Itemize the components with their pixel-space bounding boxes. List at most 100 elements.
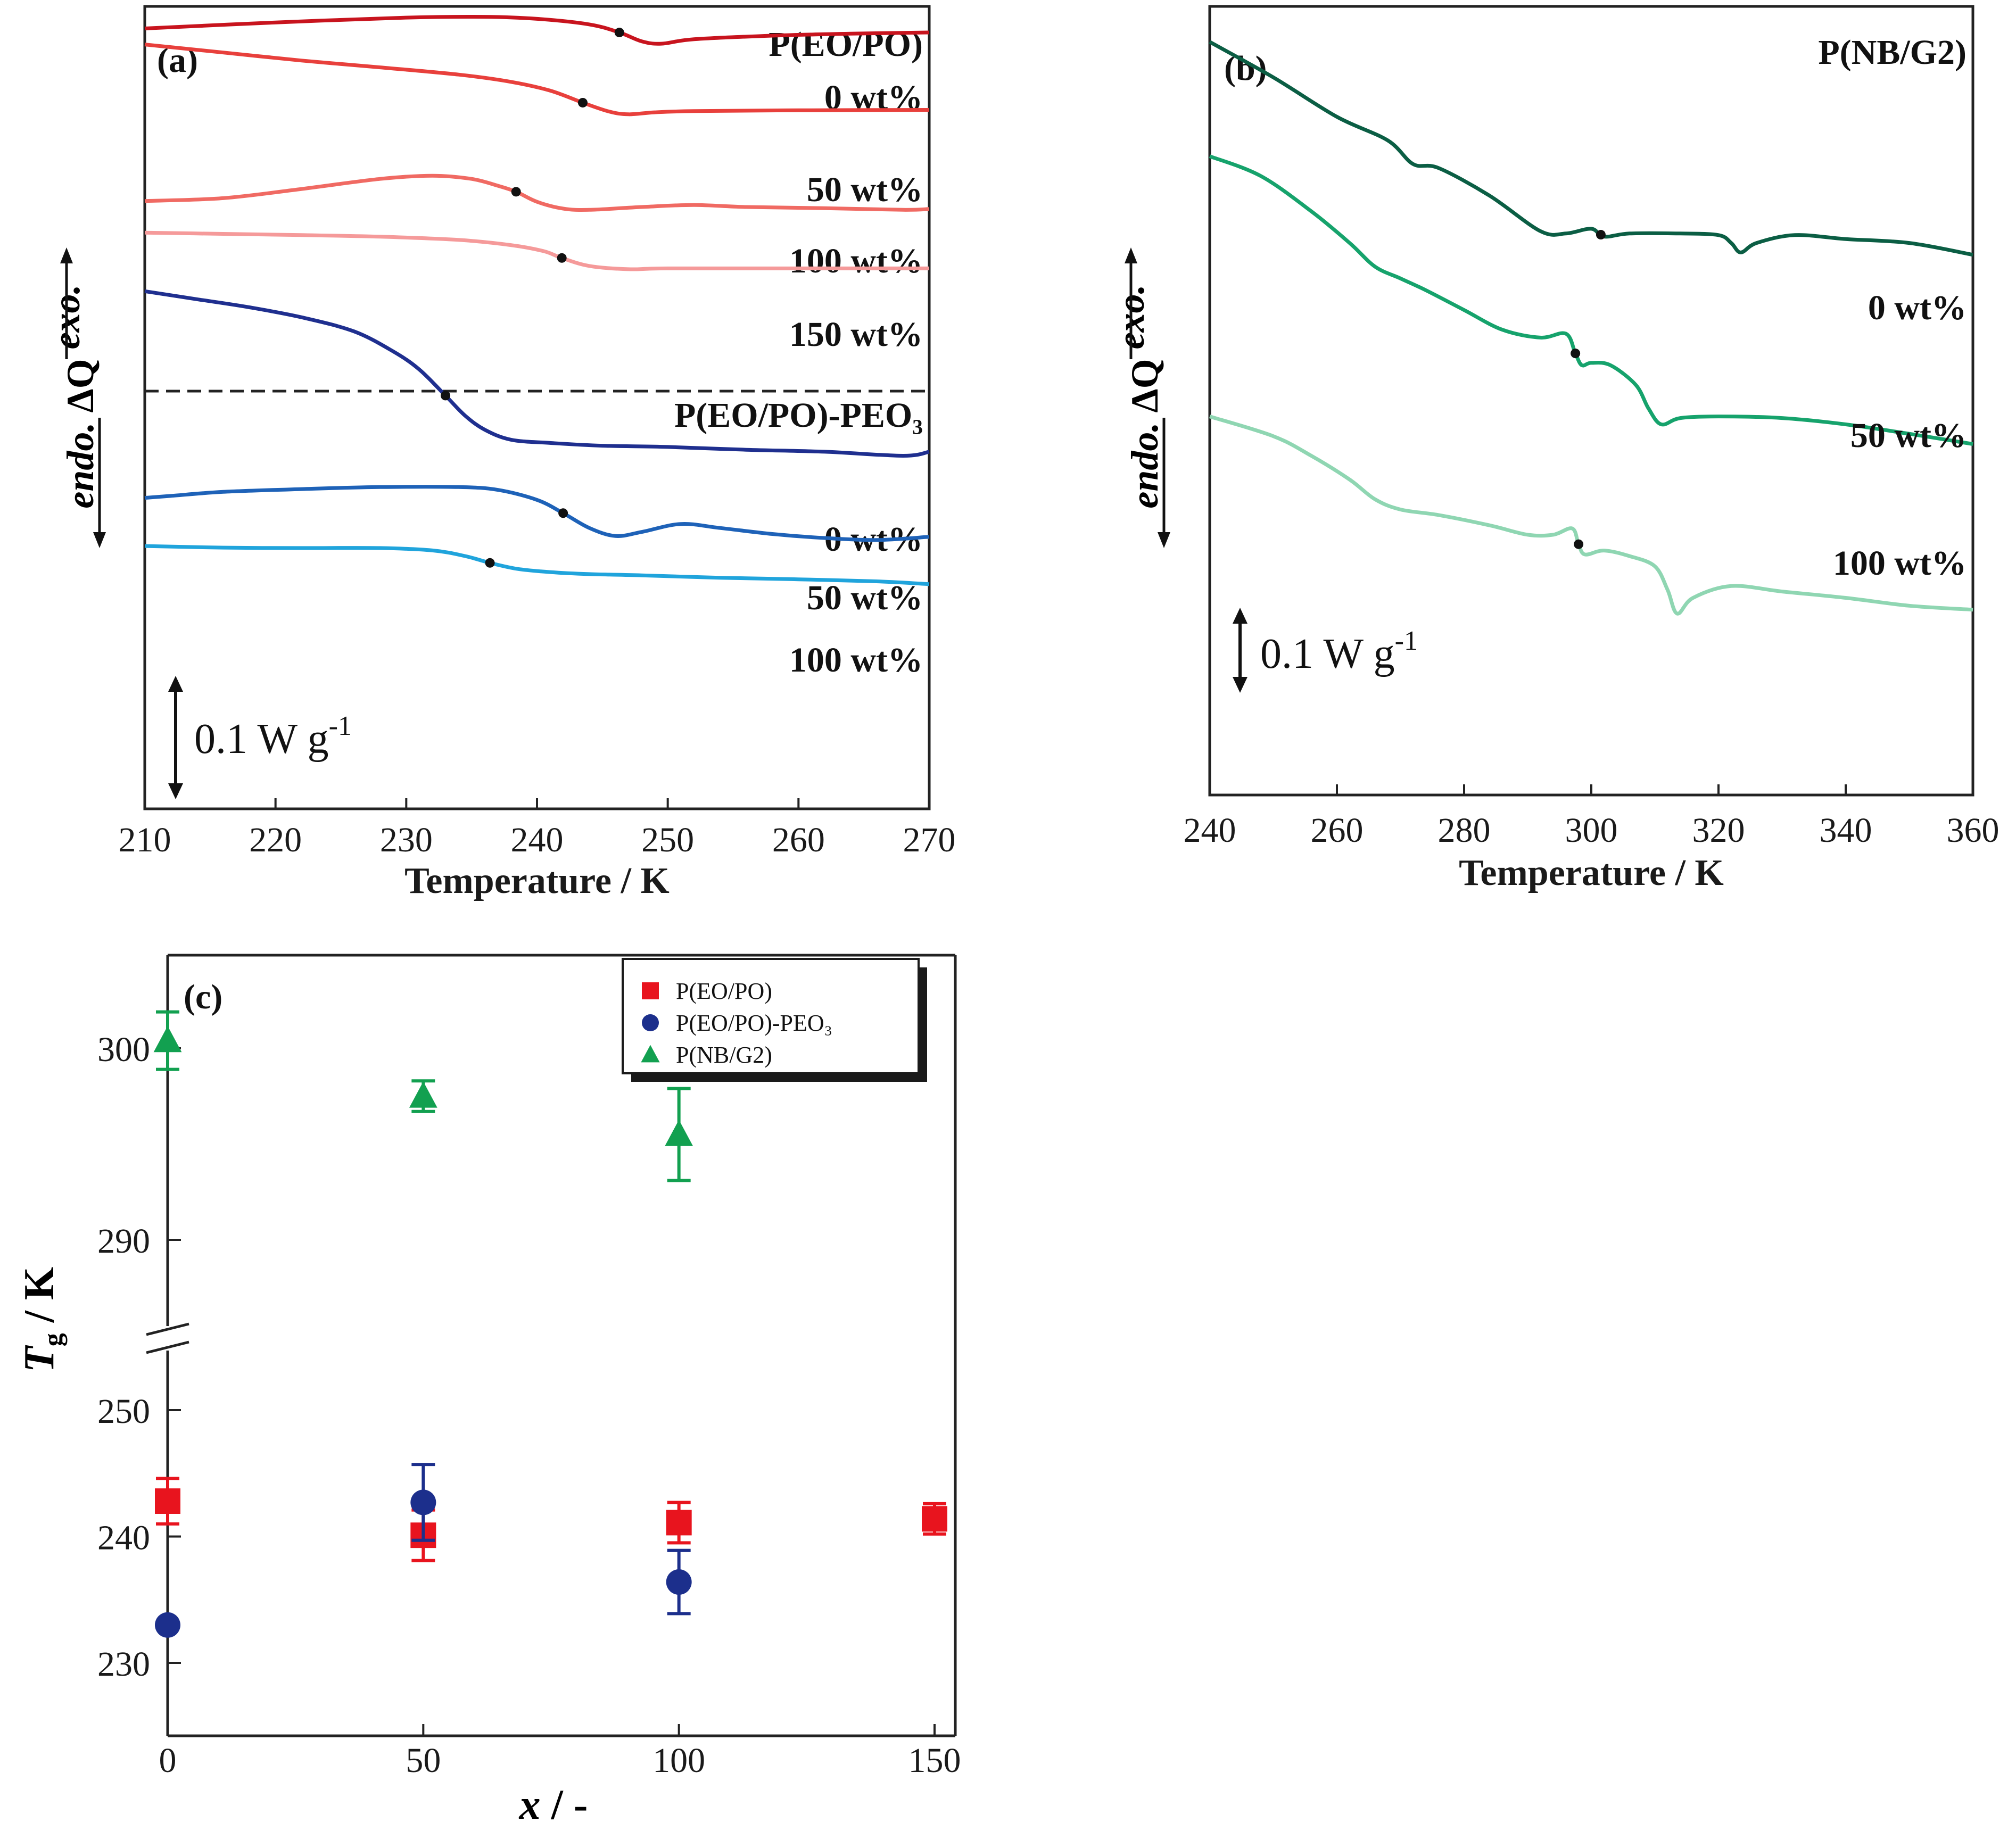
svg-text:endo. ΔQ exo.: endo. ΔQ exo. [45,284,102,508]
series-line [144,43,930,117]
tg-marker [1574,539,1584,549]
scalebar-b-exp: -1 [1395,626,1418,656]
x-tick-label: 240 [1184,811,1236,850]
ylabel-endo: endo. [59,423,102,509]
data-point [409,1081,437,1108]
data-point [666,1569,692,1595]
panel-a: (a) P(EO/PO) P(EO/PO)-PEO₃ 0 wt%50 wt%10… [45,5,956,901]
data-point [922,1506,947,1532]
series-label: 150 wt% [789,315,923,354]
panel-a-group-title-2: P(EO/PO)-PEO₃ [674,396,923,435]
x-tick-label: 320 [1692,811,1745,850]
x-tick-label: 360 [1947,811,2000,850]
series-label: 50 wt% [1850,416,1967,455]
series-line [1209,415,1973,616]
series-line [1209,154,1973,446]
x-tick-label: 260 [772,821,825,859]
axis-break-mark [146,1340,189,1354]
arrow-down-icon [168,783,183,799]
series-line [144,289,930,458]
tg-marker [511,187,521,197]
panel-c-xlabel: x / - [519,1782,588,1828]
y-tick-label: 240 [97,1519,150,1558]
scalebar-b-text: 0.1 W g [1260,631,1395,677]
tg-marker [485,558,495,568]
legend-label: P(EO/PO)-PEO₃ [676,1010,832,1036]
panel-b-scalebar: 0.1 W g-1 [1233,608,1418,693]
ylabel-dq: ΔQ [1123,359,1166,412]
data-point [153,1026,182,1053]
series-label: 0 wt% [1868,288,1967,327]
x-tick-label: 250 [641,821,694,859]
panel-a-scalebar: 0.1 W g-1 [168,676,352,799]
series-line [144,173,930,212]
panel-c-label: (c) [184,978,222,1016]
x-tick-label: 220 [249,821,302,859]
y-tick-label: 250 [97,1392,150,1431]
axis-break-mark [146,1322,189,1336]
data-point [155,1612,180,1638]
y-tick-label: 300 [97,1030,150,1069]
arrow-left-icon [93,532,106,548]
ylabel-dq: ΔQ [59,359,102,412]
series-line [144,14,930,46]
x-tick-label: 240 [511,821,564,859]
tg-marker [614,28,624,38]
legend-marker [642,982,659,999]
arrow-right-icon [60,247,73,263]
x-tick-label: 210 [119,821,171,859]
x-tick-label: 100 [652,1741,705,1780]
series-line [144,230,929,271]
arrow-left-icon [1158,532,1170,548]
panel-c-ylabel: Tg / K [16,1267,68,1372]
panel-b-title: P(NB/G2) [1818,33,1967,72]
panel-b: (b) P(NB/G2) 0 wt%50 wt%100 wt% 240 260 28… [1110,5,2000,893]
series-label: 100 wt% [1833,544,1967,583]
x-tick-label: 230 [380,821,433,859]
panel-a-xlabel: Temperature / K [404,860,670,901]
series-label: 100 wt% [789,242,923,280]
x-tick-label: 150 [908,1741,961,1780]
arrow-right-icon [1125,247,1137,263]
series-label: 50 wt% [807,578,923,617]
tg-marker [441,391,451,401]
data-point [666,1510,692,1536]
x-tick-label: 0 [159,1741,177,1780]
x-tick-label: 50 [406,1741,441,1780]
y-tick-label: 290 [97,1222,150,1261]
series-label: 50 wt% [807,170,923,209]
svg-text:0.1 W g-1: 0.1 W g-1 [1260,626,1418,677]
legend-label: P(NB/G2) [676,1042,772,1068]
svg-text:endo. ΔQ exo.: endo. ΔQ exo. [1110,284,1166,508]
x-tick-label: 300 [1565,811,1618,850]
series-line [144,544,930,586]
y-tick-label: 230 [97,1645,150,1684]
panel-a-group-title-1: P(EO/PO) [769,25,923,64]
legend-marker [641,1045,660,1063]
x-tick-label: 270 [903,821,956,859]
scalebar-a-exp: -1 [329,711,352,741]
data-point [155,1488,180,1514]
tg-marker [1596,230,1606,240]
panel-b-xlabel: Temperature / K [1459,852,1724,893]
series-label: 100 wt% [789,641,923,680]
x-tick-label: 280 [1438,811,1491,850]
tg-marker [558,508,568,518]
panel-c-legend: P(EO/PO) P(EO/PO)-PEO₃ P(NB/G2) [622,958,927,1082]
legend-label: P(EO/PO) [676,978,772,1004]
tg-marker [557,253,567,263]
x-tick-label: 260 [1311,811,1364,850]
tg-marker [1571,349,1581,359]
svg-text:0.1 W g-1: 0.1 W g-1 [194,711,352,763]
data-point [410,1489,436,1516]
arrow-down-icon [1233,677,1247,693]
panel-a-ylabel: endo. ΔQ exo. [45,247,106,548]
arrow-up-icon [168,676,183,692]
scalebar-a-text: 0.1 W g [194,716,329,763]
x-tick-label: 340 [1820,811,1872,850]
legend-marker [642,1014,659,1031]
arrow-up-icon [1233,608,1247,624]
panel-b-ylabel: endo. ΔQ exo. [1110,247,1170,548]
